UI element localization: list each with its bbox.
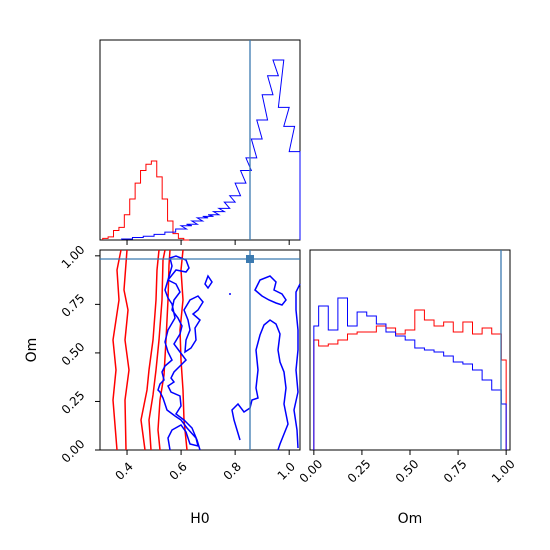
truth-marker bbox=[246, 255, 254, 263]
contour-red-inner-3 bbox=[157, 249, 171, 451]
x-tick-label: 0.50 bbox=[393, 457, 422, 486]
contour-blue-main bbox=[231, 319, 289, 451]
hist-series-blue bbox=[313, 297, 507, 450]
y-tick-label: 0.75 bbox=[59, 291, 88, 320]
y-tick-label: 0.00 bbox=[59, 437, 88, 466]
hist-series-red bbox=[102, 160, 190, 241]
x-tick-label: 0.25 bbox=[345, 457, 374, 486]
hist-Om-panel: 0.00 0.25 0.50 0.75 1.00 bbox=[297, 249, 518, 486]
contour-panel: 0.4 0.6 0.8 1.0 0.00 0.25 0.50 0.75 1.00 bbox=[59, 243, 301, 483]
hist-Om-series bbox=[313, 297, 507, 450]
hist-Om-frame bbox=[309, 249, 511, 451]
hist-H0-ticks bbox=[126, 240, 290, 245]
y-tick-label: 0.25 bbox=[59, 388, 88, 417]
x-tick-label: 0.75 bbox=[441, 457, 470, 486]
contour-blue-mid-left bbox=[183, 295, 204, 354]
contour-red-outer-right bbox=[123, 249, 130, 451]
contour-blue-small bbox=[204, 274, 213, 290]
xlabel-Om: Om bbox=[398, 511, 423, 527]
x-tick-label: 0.6 bbox=[167, 459, 190, 482]
contour-red-inner-left bbox=[140, 249, 160, 451]
y-tick-label: 1.00 bbox=[59, 243, 88, 272]
x-tick-label: 0.8 bbox=[221, 459, 244, 482]
hist-H0-panel bbox=[99, 39, 301, 245]
hist-series-blue bbox=[121, 59, 301, 240]
y-tick-label: 0.50 bbox=[59, 340, 88, 369]
contour-blue-outer-left bbox=[157, 255, 201, 451]
hist-H0-series bbox=[102, 59, 301, 241]
contour-red bbox=[112, 249, 188, 451]
x-tick-label: 1.0 bbox=[275, 459, 298, 482]
ylabel-Om: Om bbox=[24, 338, 40, 363]
contour-red-outer-left bbox=[112, 249, 122, 451]
x-tick-label: 1.00 bbox=[489, 457, 518, 486]
hist-Om-ticks: 0.00 0.25 0.50 0.75 1.00 bbox=[297, 450, 518, 486]
contour-red-outer-far bbox=[179, 249, 188, 451]
contour-red-inner-2 bbox=[148, 249, 166, 451]
contour-blue-peak bbox=[254, 275, 287, 306]
xlabel-H0: H0 bbox=[190, 511, 209, 527]
contour-blue-right-edge bbox=[293, 283, 301, 449]
hist-H0-frame bbox=[99, 39, 301, 241]
contour-blue bbox=[157, 255, 301, 451]
hist-series-red bbox=[313, 309, 507, 450]
contour-frame bbox=[99, 249, 301, 451]
x-tick-label: 0.00 bbox=[297, 457, 326, 486]
x-tick-label: 0.4 bbox=[112, 459, 135, 482]
